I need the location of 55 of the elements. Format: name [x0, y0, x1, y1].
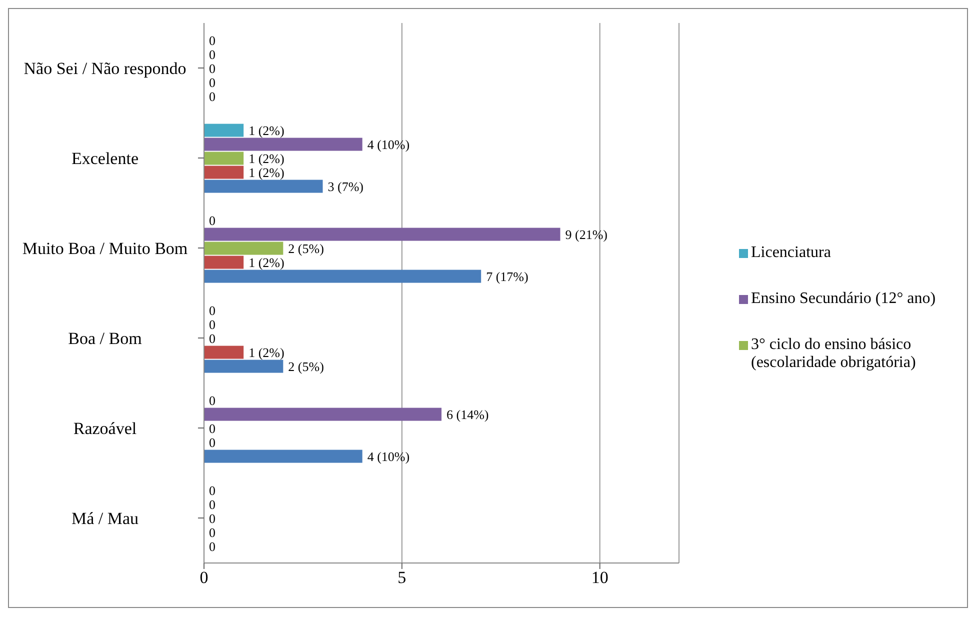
y-tick-label: Muito Boa / Muito Bom [22, 239, 188, 258]
bar [204, 124, 244, 137]
bar [204, 408, 442, 421]
x-tick-label: 5 [398, 568, 406, 588]
legend-label: 3° ciclo do ensino básico (escolaridade obrigatória) [751, 336, 917, 372]
bar [204, 270, 482, 283]
data-label: 0 [209, 434, 216, 450]
bar [204, 166, 244, 179]
data-label: 7 (17%) [486, 268, 528, 284]
data-label: 0 [209, 74, 216, 90]
y-tick-label: Má / Mau [71, 509, 140, 528]
x-tick-label: 10 [591, 568, 608, 588]
data-label: 6 (14%) [446, 406, 489, 422]
data-label: 2 (5%) [288, 358, 324, 374]
bar [204, 450, 362, 463]
data-label: 3 (7%) [328, 178, 364, 194]
data-label: 0 [209, 32, 216, 48]
bar [204, 242, 284, 255]
data-label: 0 [209, 330, 216, 346]
data-label: 0 [209, 420, 216, 436]
bar [204, 360, 284, 373]
legend-label: Ensino Secundário (12° ano) [751, 290, 936, 308]
data-label: 1 (2%) [248, 150, 284, 166]
bar [204, 152, 244, 165]
data-label: 1 (2%) [248, 344, 284, 360]
data-label: 0 [209, 538, 216, 554]
data-label: 1 (2%) [248, 254, 284, 270]
bar [204, 256, 244, 269]
bar [204, 180, 323, 193]
y-tick-label: Não Sei / Não respondo [24, 59, 186, 78]
bar [204, 138, 362, 151]
y-tick-label: Boa / Bom [68, 329, 142, 348]
data-label: 0 [209, 60, 216, 76]
data-label: 0 [209, 482, 216, 498]
data-label: 0 [209, 524, 216, 540]
data-label: 4 (10%) [367, 136, 410, 152]
data-label: 0 [209, 510, 216, 526]
data-label: 0 [209, 46, 216, 62]
data-label: 1 (2%) [248, 164, 284, 180]
data-label: 0 [209, 496, 216, 512]
data-label: 0 [209, 302, 216, 318]
data-label: 1 (2%) [248, 122, 284, 138]
data-label: 9 (21%) [565, 226, 608, 242]
x-tick-label: 0 [200, 568, 208, 588]
y-tick-label: Excelente [71, 149, 139, 168]
data-label: 0 [209, 316, 216, 332]
y-tick-label: Razoável [73, 419, 137, 438]
bar [204, 346, 244, 359]
data-label: 0 [209, 88, 216, 104]
data-label: 0 [209, 392, 216, 408]
legend-label: Licenciatura [751, 244, 831, 262]
data-label: 4 (10%) [367, 448, 410, 464]
bar [204, 228, 560, 241]
data-label: 0 [209, 212, 216, 228]
data-label: 2 (5%) [288, 240, 324, 256]
